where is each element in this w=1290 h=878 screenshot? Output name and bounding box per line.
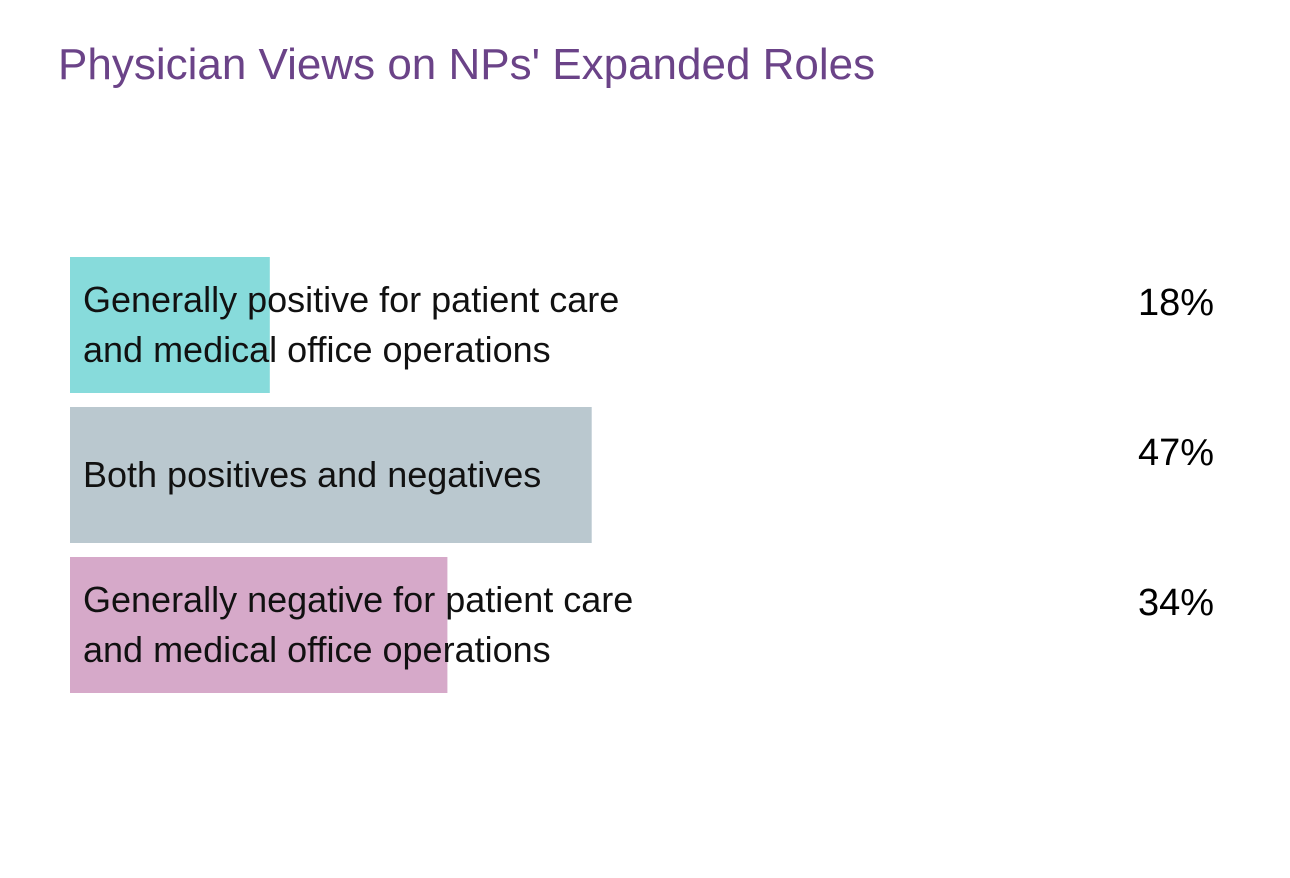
bar-1: [70, 257, 270, 393]
category-label-1: Generally positive for patient care and m…: [83, 279, 619, 370]
category-label-line: and medical office operations: [83, 329, 551, 370]
category-label-3: Generally negative for patient care and m…: [83, 579, 633, 670]
category-label-line: Generally positive for patient care: [83, 279, 619, 320]
value-label-1: 18%: [1138, 282, 1214, 324]
bar-3: [70, 557, 448, 693]
category-label-2: Both positives and negatives: [83, 454, 541, 495]
value-label-3: 34%: [1138, 582, 1214, 624]
bar-2: [70, 407, 592, 543]
category-label-line: and medical office operations: [83, 629, 551, 670]
category-label-line: Generally negative for patient care: [83, 579, 633, 620]
value-label-2: 47%: [1138, 432, 1214, 474]
chart-title: Physician Views on NPs' Expanded Roles: [58, 40, 876, 89]
category-label-line: Both positives and negatives: [83, 454, 541, 495]
